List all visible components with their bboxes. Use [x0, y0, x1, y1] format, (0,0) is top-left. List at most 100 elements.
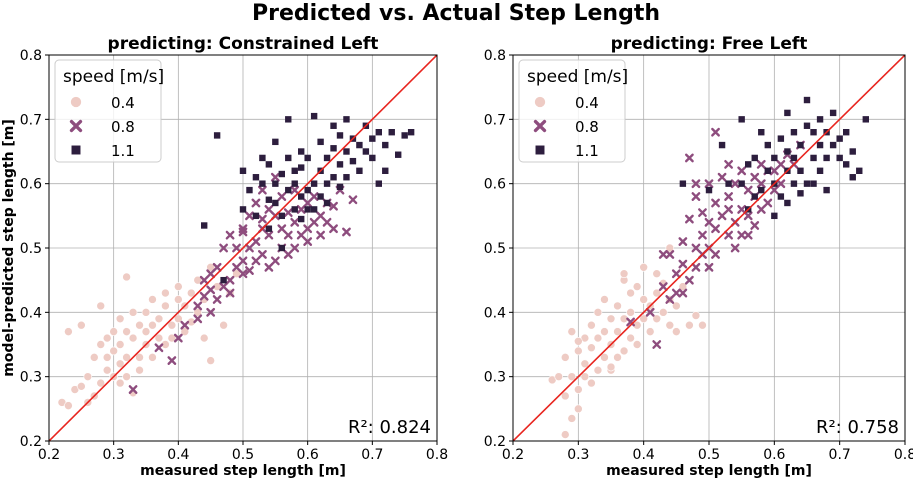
chart0-point-speed-0.4	[102, 365, 112, 375]
chart0-x-axis-label: measured step length [m]	[140, 463, 346, 479]
chart0-point-speed-1.1	[395, 151, 402, 158]
chart1-point-speed-0.4	[560, 353, 570, 362]
chart0-point-speed-1.1	[343, 116, 350, 123]
chart1-point-speed-1.1	[764, 167, 771, 174]
chart0-legend-marker-0.8	[69, 119, 83, 133]
chart0-point-speed-0.8	[303, 237, 313, 246]
chart0-point-speed-0.4	[96, 301, 106, 311]
chart0-y-axis-label: model-predicted step length [m]	[1, 119, 17, 377]
chart0-point-speed-0.4	[161, 301, 170, 311]
chart0-point-speed-1.1	[285, 186, 292, 194]
chart1-point-speed-0.8	[743, 230, 753, 240]
chart1-point-speed-0.8	[658, 250, 668, 259]
chart0-point-speed-0.4	[128, 333, 138, 343]
chart1-point-speed-0.4	[587, 320, 596, 330]
chart1-point-speed-1.1	[843, 161, 850, 168]
chart0-point-speed-0.4	[154, 314, 164, 324]
chart0-y-tick-label: 0.4	[20, 305, 42, 321]
chart1-point-speed-0.4	[613, 301, 622, 311]
chart1-point-speed-0.8	[776, 179, 786, 189]
chart0-point-speed-0.8	[309, 217, 319, 227]
chart0-point-speed-1.1	[304, 206, 311, 213]
chart1-point-speed-0.4	[593, 333, 603, 343]
chart1-point-speed-0.8	[737, 166, 747, 176]
chart1-legend-marker-0.8	[533, 119, 547, 133]
chart1-point-speed-1.1	[803, 122, 811, 129]
chart1-point-speed-0.4	[574, 346, 583, 356]
chart0-point-speed-0.8	[245, 266, 254, 275]
chart1-y-tick-label: 0.4	[484, 305, 506, 321]
chart0-point-speed-0.4	[141, 308, 151, 317]
chart0-legend-box	[54, 59, 162, 163]
chart0-point-speed-1.1	[330, 174, 337, 181]
chart1-x-tick-label: 0.8	[894, 447, 913, 463]
chart1-point-speed-0.8	[750, 221, 760, 230]
chart1-point-speed-1.1	[738, 180, 745, 187]
chart1-point-speed-0.8	[737, 205, 747, 214]
chart0-x-tick-label: 0.2	[38, 447, 60, 463]
chart0-point-speed-1.1	[265, 225, 273, 232]
figure-title: Predicted vs. Actual Step Length	[252, 1, 660, 26]
chart0-point-speed-1.1	[330, 122, 337, 129]
chart0-x-tick-label: 0.5	[232, 447, 254, 463]
chart0-point-speed-1.1	[246, 186, 253, 194]
chart1-point-speed-0.4	[567, 327, 577, 336]
chart0-point-speed-1.1	[375, 180, 382, 187]
chart1-point-speed-0.4	[574, 336, 583, 346]
chart0-point-speed-0.8	[277, 224, 287, 234]
chart0-point-speed-0.4	[89, 353, 99, 362]
chart1-point-speed-0.8	[711, 198, 720, 208]
chart0-point-speed-0.4	[148, 353, 157, 362]
chart0-point-speed-0.8	[225, 288, 235, 298]
chart0-point-speed-1.1	[304, 154, 311, 162]
chart0-point-speed-0.8	[219, 243, 228, 253]
chart1-point-speed-0.8	[658, 282, 668, 291]
chart1-point-speed-1.1	[751, 154, 758, 162]
chart1-point-speed-0.8	[724, 205, 733, 214]
chart0-point-speed-0.4	[115, 340, 125, 349]
chart1-legend-title: speed [m/s]	[527, 67, 628, 87]
chart1-x-tick-label: 0.5	[698, 447, 720, 463]
chart0-point-speed-0.8	[173, 333, 183, 343]
chart0-y-tick-label: 0.3	[20, 370, 42, 386]
chart1-point-speed-1.1	[823, 154, 830, 162]
chart1-x-tick-label: 0.4	[633, 447, 655, 463]
chart1-point-speed-0.4	[665, 320, 675, 330]
chart1-point-speed-0.8	[769, 185, 779, 195]
chart1-point-speed-1.1	[797, 141, 804, 149]
chart0-point-speed-1.1	[252, 212, 260, 220]
chart0-point-speed-0.4	[115, 314, 125, 324]
chart1-point-speed-0.8	[711, 127, 720, 137]
chart0-point-speed-0.8	[290, 185, 300, 195]
chart0-point-speed-0.4	[193, 308, 203, 317]
chart0-point-speed-0.8	[193, 301, 203, 311]
chart1-point-speed-0.8	[665, 295, 675, 304]
chart1-point-speed-0.4	[567, 414, 577, 423]
chart1-point-speed-0.4	[560, 391, 570, 401]
chart1-point-speed-1.1	[829, 141, 837, 149]
chart0-point-speed-0.4	[122, 327, 131, 336]
chart1-point-speed-1.1	[856, 167, 863, 174]
chart1-point-speed-0.4	[606, 314, 616, 324]
chart0-point-speed-0.8	[283, 230, 293, 240]
chart0-point-speed-1.1	[349, 157, 357, 165]
chart0-point-speed-0.4	[109, 327, 118, 336]
chart1-point-speed-1.1	[843, 129, 850, 136]
chart0-point-speed-0.8	[212, 295, 222, 304]
chart0-point-speed-0.8	[316, 230, 325, 240]
chart1-point-speed-0.4	[652, 314, 662, 324]
chart0-point-speed-0.4	[115, 378, 125, 388]
chart1-point-speed-1.1	[816, 167, 824, 174]
chart0-point-speed-0.4	[193, 275, 203, 285]
chart1-point-speed-1.1	[797, 167, 804, 174]
chart1-x-tick-label: 0.3	[567, 447, 589, 463]
chart1-point-speed-0.8	[685, 275, 694, 285]
chart0-point-speed-0.8	[251, 237, 261, 246]
chart0-legend-label: 1.1	[111, 142, 135, 160]
chart1-legend-marker-0.4	[533, 95, 547, 109]
chart1-point-speed-0.8	[724, 192, 733, 201]
chart1-point-speed-1.1	[771, 154, 778, 162]
chart1-point-speed-1.1	[803, 180, 811, 187]
chart0-point-speed-1.1	[310, 206, 318, 213]
